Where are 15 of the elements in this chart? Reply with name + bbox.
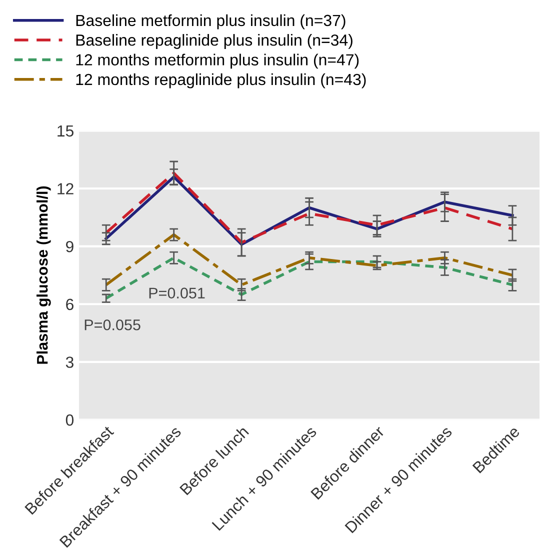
y-tick-label: 15 [58, 125, 74, 137]
y-tick-label: 12 [58, 183, 74, 194]
y-tick-label: 9 [66, 240, 74, 252]
legend-label: Baseline repaglinide plus insulin (n=34) [76, 34, 352, 49]
line-series [104, 233, 514, 286]
line-series [104, 256, 514, 300]
y-tick-label: 3 [66, 356, 74, 368]
y-tick-label: 6 [66, 298, 74, 310]
annotation: P=0.051 [149, 288, 205, 298]
legend-label: 12 months metformin plus insulin (n=47) [76, 54, 359, 69]
legend-label: Baseline metformin plus insulin (n=37) [76, 14, 346, 30]
legend-label: 12 months repaglinide plus insulin (n=43) [76, 73, 366, 88]
y-tick-label: 0 [66, 414, 74, 426]
annotation: P=0.055 [84, 319, 140, 330]
y-axis-title: Plasma glucose (mmol/l) [36, 186, 51, 364]
